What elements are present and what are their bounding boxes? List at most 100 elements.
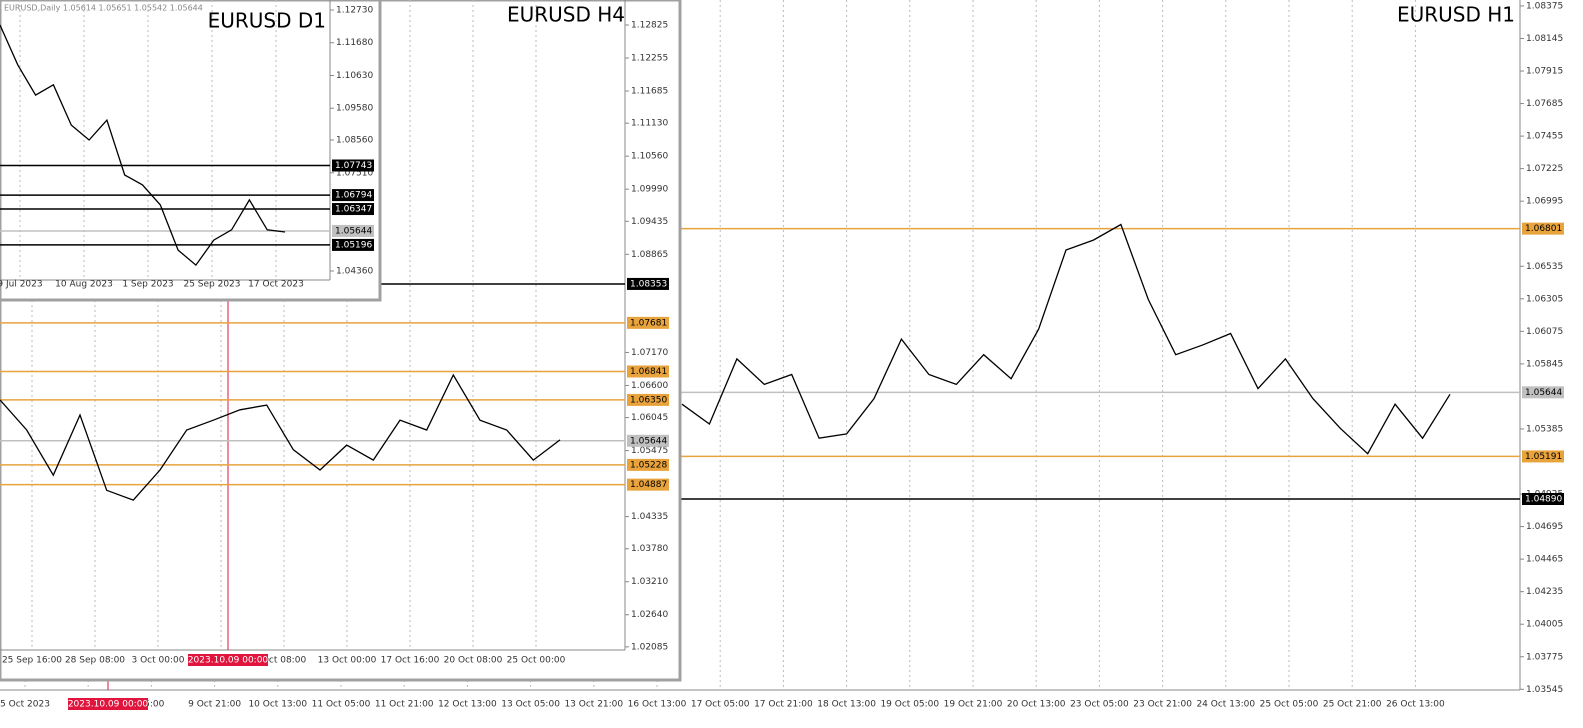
x-tick-label: 25 Sep 16:00: [2, 656, 62, 666]
y-tick-label: 1.12730: [336, 6, 373, 16]
level-tag: [627, 478, 669, 491]
level-tag: [627, 434, 669, 447]
y-tick-label: 1.04235: [1526, 587, 1563, 597]
level-label: 1.05196: [335, 240, 372, 250]
y-tick-label: 1.02640: [631, 610, 668, 620]
x-tick-label: Oct 08:00: [262, 656, 307, 666]
y-tick-label: 1.08865: [631, 250, 668, 260]
y-tick-label: 1.09580: [336, 104, 373, 114]
level-label: 1.04890: [1525, 495, 1562, 505]
level-tag: [627, 277, 669, 290]
x-tick-label: 19 Oct 21:00: [944, 700, 1003, 710]
x-tick-label: 25 Sep 2023: [183, 280, 240, 290]
level-label: 1.07743: [335, 161, 372, 171]
x-tick-label: 20 Oct 13:00: [1007, 700, 1066, 710]
level-label: 1.04887: [630, 480, 667, 490]
window-bg: [0, 0, 382, 302]
y-tick-label: 1.08560: [336, 136, 373, 146]
y-tick-label: 1.11130: [631, 119, 668, 129]
x-tick-label: 9 Jul 2023: [0, 280, 43, 290]
y-tick-label: 1.03775: [1526, 652, 1563, 662]
level-tag: [627, 316, 669, 329]
level-label: 1.05228: [630, 460, 667, 470]
level-tag: [332, 238, 374, 251]
y-tick-label: 1.11685: [631, 87, 668, 97]
y-tick-label: 1.08145: [1526, 34, 1563, 44]
y-tick-label: 1.10560: [631, 152, 668, 162]
y-tick-label: 1.04465: [1526, 555, 1563, 565]
y-tick-label: 1.06600: [631, 381, 668, 391]
y-tick-label: 1.03545: [1526, 685, 1563, 695]
level-tag: [627, 458, 669, 471]
y-tick-label: 1.07685: [1526, 99, 1563, 109]
y-tick-label: 1.07455: [1526, 132, 1563, 142]
level-label: 1.08353: [630, 279, 667, 289]
chart-title: EURUSD H4: [507, 3, 625, 27]
x-tick-label: 13 Oct 00:00: [318, 656, 377, 666]
level-label: 1.05191: [1525, 452, 1562, 462]
y-tick-label: 1.12255: [631, 54, 668, 64]
crosshair-label: 2023.10.09 00:00: [68, 700, 149, 710]
y-tick-label: 1.09435: [631, 217, 668, 227]
price-line: [0, 373, 561, 501]
level-tag: [627, 393, 669, 406]
chart-window: 9 Jul 2023 10 Aug 2023 1 Sep 2023 25 Sep 20…: [0, 0, 382, 302]
y-tick-label: 1.07170: [631, 348, 668, 358]
x-tick-label: 11 Oct 21:00: [375, 700, 434, 710]
y-tick-label: 1.07510: [336, 168, 373, 178]
level-label: 1.07681: [630, 318, 667, 328]
level-label: 1.05644: [1525, 388, 1562, 398]
x-tick-label: 17 Oct 21:00: [754, 700, 813, 710]
level-tag: [332, 189, 374, 202]
x-tick-label: 19 Oct 05:00: [880, 700, 939, 710]
x-tick-label: 5 Oct 2023: [0, 700, 50, 710]
level-label: 1.06801: [1525, 224, 1562, 234]
x-tick-label: 10 Aug 2023: [55, 280, 113, 290]
chart-title: EURUSD H1: [1397, 3, 1515, 27]
x-tick-label: 12 Oct 13:00: [438, 700, 497, 710]
y-tick-label: 1.12825: [631, 21, 668, 31]
level-label: 1.06841: [630, 367, 667, 377]
x-tick-label: 1 Sep 2023: [122, 280, 173, 290]
chart-subtitle: EURUSD,Daily 1.05614 1.05651 1.05542 1.0…: [4, 4, 203, 13]
chart-title: EURUSD D1: [208, 9, 326, 33]
y-tick-label: 1.03210: [631, 577, 668, 587]
x-tick-label: 9 Oct 21:00: [188, 700, 241, 710]
x-tick-label: 25 Oct 05:00: [1260, 700, 1319, 710]
x-tick-label: 16 Oct 13:00: [628, 700, 687, 710]
y-tick-label: 1.06305: [1526, 294, 1563, 304]
x-tick-label: 17 Oct 16:00: [381, 656, 440, 666]
level-tag: [1522, 493, 1564, 506]
level-tag: [1522, 386, 1564, 399]
level-label: 1.06794: [335, 191, 372, 201]
x-tick-label: 05:00: [138, 700, 164, 710]
y-tick-label: 1.04005: [1526, 620, 1563, 630]
crosshair-box: [188, 654, 268, 666]
x-tick-label: 25 Oct 00:00: [507, 656, 566, 666]
x-tick-label: 10 Oct 13:00: [248, 700, 307, 710]
level-tag: [1522, 450, 1564, 463]
x-tick-label: 13 Oct 05:00: [501, 700, 560, 710]
x-tick-label: 17 Oct 05:00: [691, 700, 750, 710]
y-tick-label: 1.06045: [631, 413, 668, 423]
y-tick-label: 1.05845: [1526, 359, 1563, 369]
x-tick-label: 13 Oct 21:00: [564, 700, 623, 710]
y-tick-label: 1.08375: [1526, 1, 1563, 11]
y-tick-label: 1.04335: [631, 512, 668, 522]
x-tick-label: 20 Oct 08:00: [444, 656, 503, 666]
y-tick-label: 1.05385: [1526, 424, 1563, 434]
x-tick-label: 26 Oct 13:00: [1386, 700, 1445, 710]
crosshair-box: [68, 698, 148, 710]
y-tick-label: 1.06075: [1526, 327, 1563, 337]
y-tick-label: 1.05475: [631, 446, 668, 456]
y-tick-label: 1.11680: [336, 38, 373, 48]
y-tick-label: 1.04360: [336, 266, 373, 276]
y-tick-label: 1.06535: [1526, 262, 1563, 272]
level-tag: [332, 224, 374, 237]
y-tick-label: 1.02085: [631, 642, 668, 652]
price-line: [681, 223, 1451, 455]
y-tick-label: 1.07225: [1526, 164, 1563, 174]
x-tick-label: 3 Oct 00:00: [132, 656, 185, 666]
x-tick-label: 25 Oct 21:00: [1323, 700, 1382, 710]
